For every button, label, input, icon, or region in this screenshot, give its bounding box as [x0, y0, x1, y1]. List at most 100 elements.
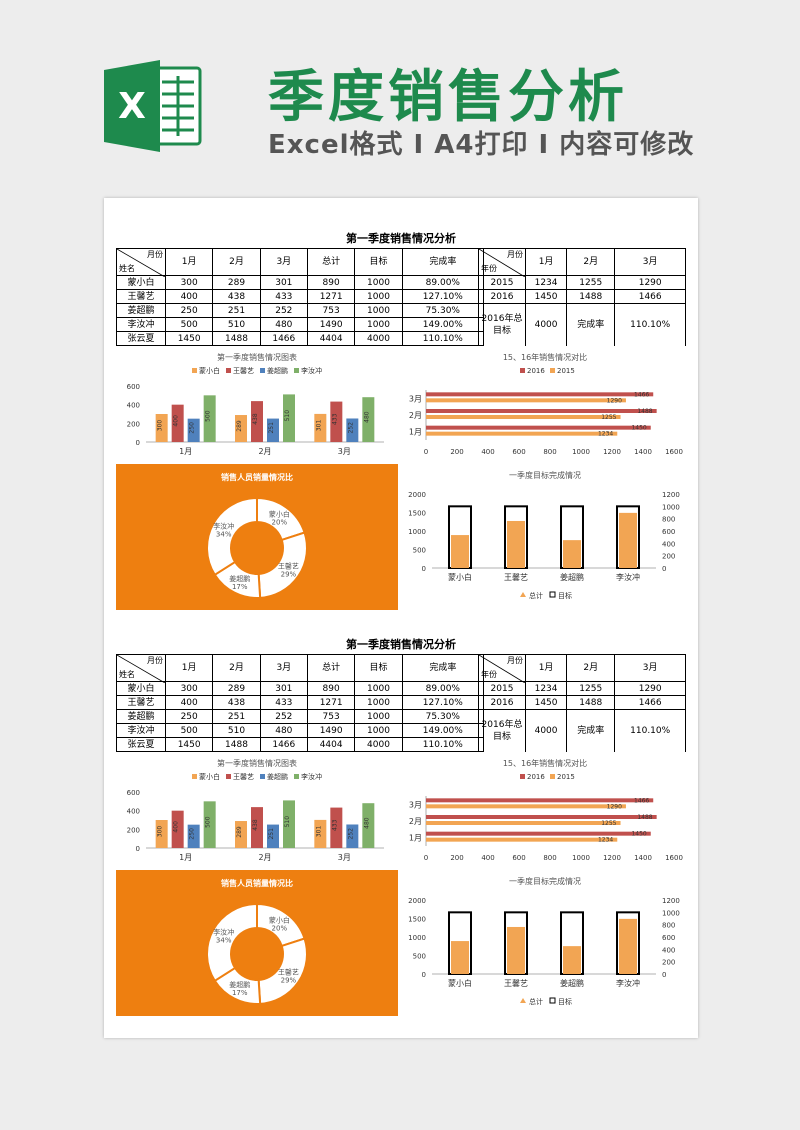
y-tick-label: 1000: [408, 528, 426, 536]
table-row: 蒙小白 300 289 301 890 1000 89.00%: [116, 275, 485, 290]
bar-label: 1488: [637, 408, 652, 415]
x-tick-label: 1000: [572, 448, 590, 456]
col-header: 3月: [259, 248, 308, 276]
legend-swatch: [549, 997, 556, 1004]
x-tick-label: 2月: [258, 447, 271, 456]
x-tick-label: 400: [481, 448, 494, 456]
x-tick-label: 400: [481, 854, 494, 862]
x-tick-label: 姜超鹏: [560, 978, 584, 988]
bar: [426, 431, 618, 436]
chart-bg: [400, 464, 690, 610]
x-tick-label: 1600: [665, 854, 683, 862]
bar: [426, 837, 618, 842]
chart-title: 第一季度销售情况图表: [217, 352, 297, 362]
y-tick-label: 500: [413, 547, 426, 555]
bar-label: 1290: [607, 397, 622, 404]
legend-swatch: [260, 368, 265, 373]
sheet-block: 第一季度销售情况分析 月份 姓名 1月 2月 3月 总计 目标 完成率 蒙小白 3…: [104, 604, 698, 1024]
x-tick-label: 200: [450, 854, 463, 862]
legend-swatch: [520, 998, 526, 1003]
bar-label: 252: [347, 422, 354, 434]
legend-swatch: [520, 774, 525, 779]
table-row: 姜超鹏 250 251 252 753 1000 75.30%: [116, 303, 485, 318]
y-tick-label: 3月: [409, 800, 422, 809]
x-tick-label: 1200: [603, 448, 621, 456]
bar: [314, 819, 327, 848]
y-tick-label: 1500: [408, 916, 426, 924]
bar: [426, 415, 621, 419]
y-tick-label: 0: [136, 439, 140, 447]
total-bar: [451, 941, 469, 974]
y2-tick-label: 1200: [662, 897, 680, 905]
sheet-block: 第一季度销售情况分析 月份 姓名 1月 2月 3月 总计 目标 完成率 蒙小白 3…: [104, 198, 698, 618]
chart-title: 15、16年销售情况对比: [503, 352, 587, 362]
col-header: 3月: [614, 248, 686, 276]
bar: [426, 425, 651, 430]
bar: [235, 821, 247, 848]
bar: [362, 803, 375, 848]
chart-title: 第一季度销售情况图表: [217, 758, 297, 768]
total-bar: [451, 535, 469, 568]
x-tick-label: 李汝冲: [616, 572, 640, 582]
total-bar: [507, 520, 525, 568]
legend-swatch: [260, 774, 265, 779]
y2-tick-label: 200: [662, 553, 675, 561]
slice-value: 34%: [216, 937, 232, 945]
bar: [171, 810, 184, 848]
col-header: 完成率: [401, 248, 485, 276]
x-tick-label: 200: [450, 448, 463, 456]
bar-label: 500: [205, 410, 212, 422]
bar-label: 510: [284, 816, 291, 828]
bar-label: 400: [173, 415, 180, 427]
y-tick-label: 1500: [408, 510, 426, 518]
bar-label: 1234: [598, 431, 613, 438]
yearly-table: 月份 年份 1月 2月 3月 2015 1234 1255 1290 2016 1450…: [478, 654, 686, 753]
table-row: 王馨艺 400 438 433 1271 1000 127.10%: [116, 289, 485, 304]
bar: [314, 413, 327, 442]
y2-tick-label: 1000: [662, 503, 680, 511]
y2-tick-label: 0: [662, 565, 666, 573]
legend-label: 2016: [527, 367, 545, 375]
x-tick-label: 蒙小白: [448, 978, 472, 988]
slice-value: 20%: [272, 518, 288, 526]
legend-label: 姜超鹏: [267, 366, 288, 375]
legend-swatch: [192, 774, 197, 779]
bar-label: 500: [205, 816, 212, 828]
bar: [283, 394, 295, 442]
bar-label: 1450: [631, 831, 646, 838]
slice-label: 李汝冲: [213, 522, 234, 531]
corner-cell: 月份 姓名: [116, 654, 166, 683]
bar-label: 480: [363, 817, 370, 829]
bar-label: 301: [315, 420, 322, 432]
target-label: 2016年总目标: [478, 709, 526, 753]
y-tick-label: 200: [127, 826, 140, 834]
y2-tick-label: 600: [662, 528, 675, 536]
table-row: 张云夏 1450 1488 1466 4404 4000 110.10%: [116, 331, 485, 346]
chart-bg: [400, 870, 690, 1016]
yearly-compare-chart: 15、16年销售情况对比 2016 2015 0 200 400 600 800 1000 120…: [400, 346, 690, 462]
col-header: 3月: [259, 654, 308, 682]
bar: [426, 798, 654, 803]
y2-tick-label: 400: [662, 540, 675, 548]
chart-bg: [400, 346, 690, 462]
target-label: 2016年总目标: [478, 303, 526, 347]
bar-label: 300: [157, 826, 164, 838]
total-bar: [619, 918, 637, 974]
x-tick-label: 800: [543, 448, 556, 456]
bar-label: 1234: [598, 837, 613, 844]
page-title: 季度销售分析: [268, 65, 628, 130]
bar: [346, 418, 359, 442]
sales-table: 月份 姓名 1月 2月 3月 总计 目标 完成率 蒙小白 300 289 301 890…: [116, 248, 485, 346]
corner-cell: 月份 姓名: [116, 248, 166, 277]
y-tick-label: 2月: [409, 411, 422, 420]
bar: [283, 800, 295, 848]
legend-swatch: [549, 591, 556, 598]
legend-swatch: [192, 368, 197, 373]
col-header: 3月: [614, 654, 686, 682]
legend-label: 李汝冲: [301, 772, 322, 781]
col-header: 1月: [524, 248, 568, 276]
x-tick-label: 3月: [338, 853, 351, 862]
table-row: 蒙小白 300 289 301 890 1000 89.00%: [116, 681, 485, 696]
